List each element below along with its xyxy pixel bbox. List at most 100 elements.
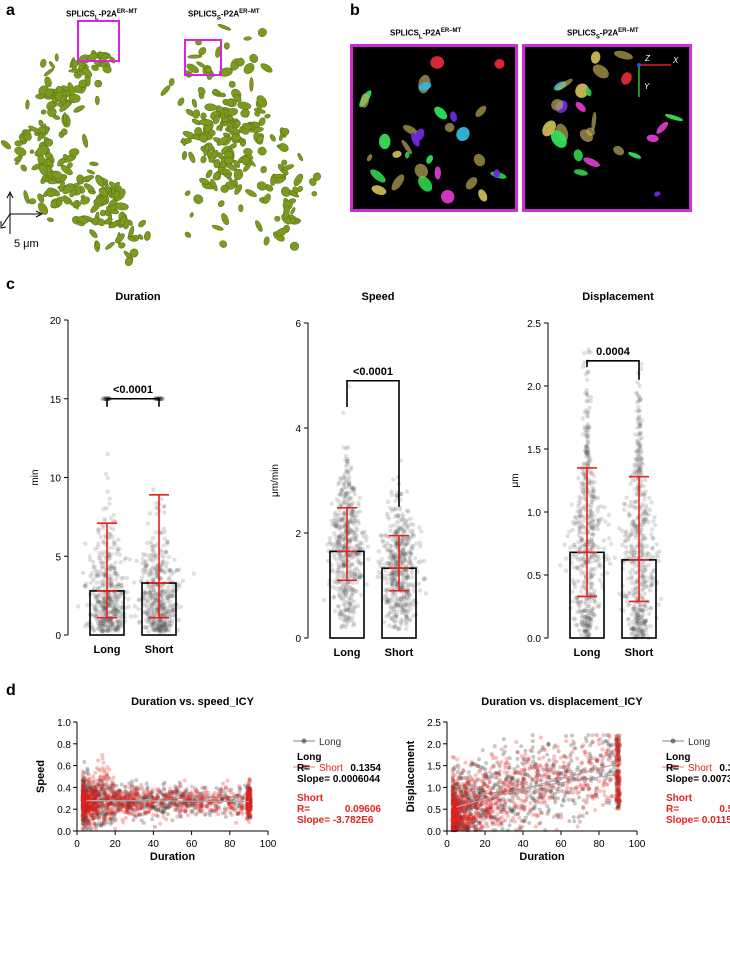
data-point — [98, 624, 103, 629]
panel-d-scatter-charts: Duration vs. speed_ICY0.00.20.40.60.81.0… — [35, 696, 730, 863]
data-point — [161, 558, 166, 564]
data-point — [627, 533, 632, 538]
data-point — [165, 609, 170, 614]
data-point — [584, 617, 590, 622]
data-point — [338, 503, 343, 508]
data-point — [570, 578, 576, 583]
data-point — [595, 505, 601, 511]
data-point — [345, 458, 350, 464]
data-point — [593, 544, 599, 549]
mitochondrion — [44, 138, 54, 147]
mitochondrion — [234, 184, 243, 195]
data-point — [113, 596, 118, 602]
data-point — [107, 568, 113, 573]
data-point — [154, 591, 159, 597]
panel-b-label-right: SPLICSS-P2AER–MT — [567, 28, 639, 41]
data-point — [387, 547, 393, 552]
data-point — [590, 488, 595, 494]
data-point — [599, 581, 605, 586]
data-point — [587, 508, 593, 514]
data-point — [588, 553, 594, 559]
data-point — [158, 623, 163, 629]
data-point — [347, 496, 353, 501]
mitochondrion — [100, 196, 105, 204]
data-point — [112, 609, 117, 614]
data-point — [113, 560, 118, 565]
data-point — [349, 519, 354, 524]
data-point-short — [195, 810, 200, 815]
data-point — [398, 620, 403, 625]
data-point — [394, 568, 399, 573]
data-point — [115, 608, 120, 613]
data-point — [400, 553, 406, 559]
data-point — [357, 572, 363, 577]
data-point — [576, 533, 581, 538]
chart-title: Duration vs. speed_ICY — [131, 696, 255, 708]
data-point — [405, 574, 410, 579]
data-point — [109, 599, 115, 604]
data-point — [635, 624, 640, 629]
data-point — [100, 552, 106, 558]
data-point — [154, 625, 160, 630]
data-point — [589, 511, 595, 516]
mitochondrion — [28, 125, 42, 134]
data-point — [641, 632, 646, 638]
data-point — [360, 546, 366, 552]
data-point — [93, 608, 99, 613]
data-point — [351, 599, 357, 604]
data-point — [574, 623, 580, 628]
data-point — [588, 395, 594, 400]
data-point — [341, 562, 347, 567]
data-point — [407, 617, 413, 622]
data-point — [353, 525, 359, 530]
mitochondrion — [288, 190, 299, 198]
data-point — [144, 540, 150, 546]
data-point — [587, 571, 593, 577]
data-point — [401, 608, 406, 613]
data-point — [116, 610, 121, 616]
data-point — [409, 546, 414, 551]
data-point — [101, 601, 106, 606]
data-point — [576, 547, 582, 553]
data-point — [588, 591, 593, 597]
data-point — [115, 548, 121, 554]
data-point — [642, 536, 647, 541]
data-point-short — [161, 786, 166, 791]
data-point — [650, 577, 655, 583]
data-point — [636, 432, 642, 438]
data-point — [643, 574, 648, 580]
data-point — [632, 604, 637, 609]
data-point — [400, 605, 405, 610]
data-point — [352, 486, 357, 491]
mitochondrion — [37, 193, 45, 203]
data-point — [634, 621, 639, 626]
data-point — [83, 541, 88, 546]
data-point — [126, 604, 131, 609]
data-point — [418, 559, 424, 564]
data-point — [400, 584, 405, 589]
mitochondrion — [105, 241, 115, 250]
data-point — [150, 625, 155, 630]
data-point — [170, 588, 175, 593]
data-point — [105, 452, 110, 457]
data-point — [340, 537, 345, 543]
data-point — [400, 618, 406, 623]
data-point — [578, 599, 583, 604]
data-point — [350, 485, 355, 491]
data-point — [394, 492, 399, 498]
data-point — [151, 564, 156, 570]
data-point — [137, 597, 142, 602]
data-point — [159, 396, 164, 401]
data-point — [393, 555, 398, 560]
data-point — [591, 494, 596, 499]
data-point — [336, 517, 341, 523]
data-point — [343, 614, 349, 620]
data-point — [94, 569, 100, 574]
data-point — [391, 554, 397, 559]
data-point — [391, 574, 396, 579]
data-point — [113, 577, 119, 582]
data-point — [162, 603, 167, 608]
data-point — [148, 606, 154, 611]
data-point — [402, 537, 408, 543]
data-point — [107, 595, 112, 601]
